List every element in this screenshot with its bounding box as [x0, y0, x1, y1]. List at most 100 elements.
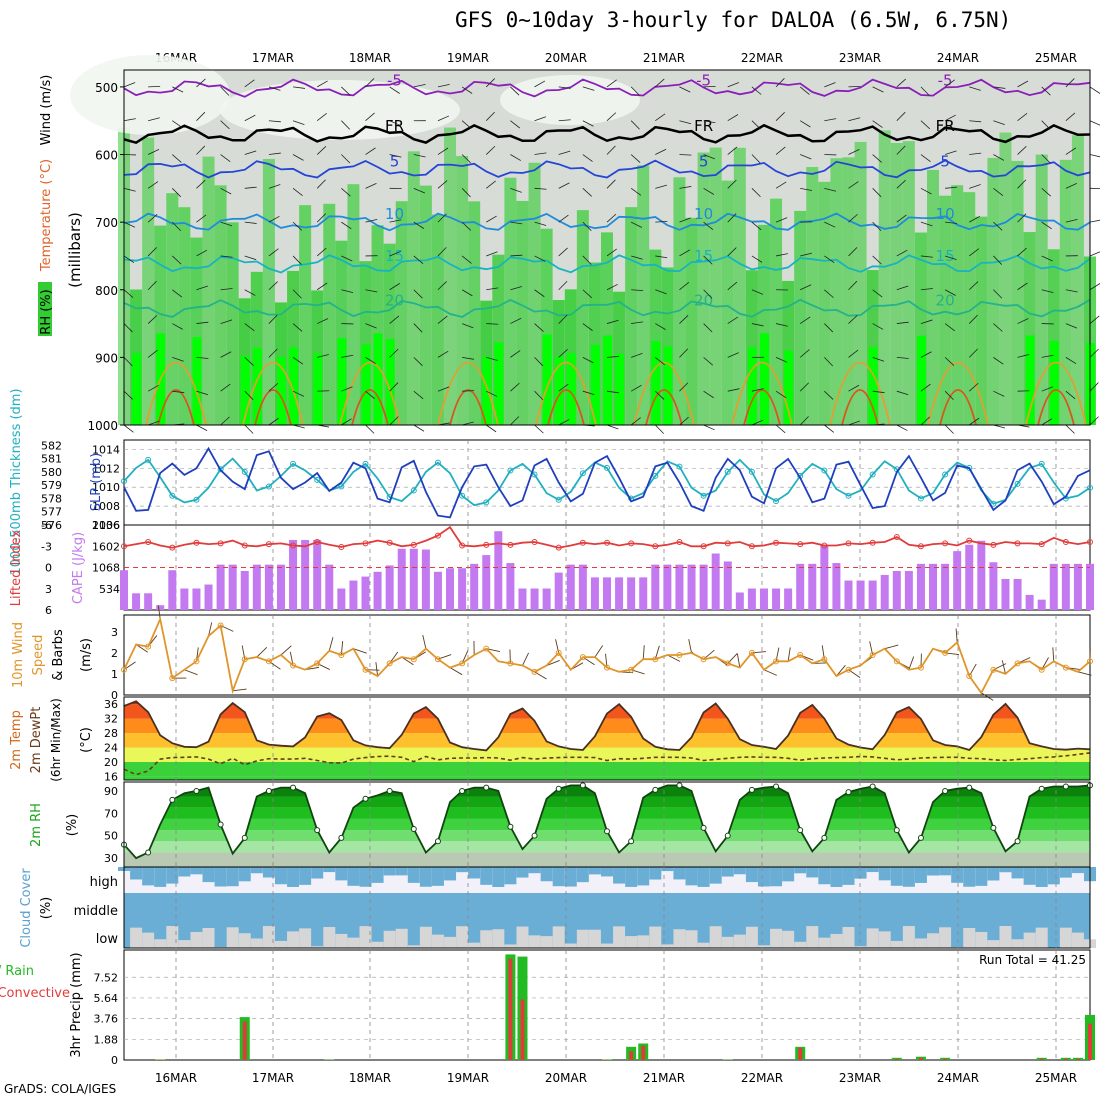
li-line-marker — [483, 541, 490, 548]
wind-barb — [969, 215, 980, 223]
thickness-tick-label: 580 — [41, 466, 62, 479]
bottom-day-label: 23MAR — [839, 1071, 881, 1085]
thickness-line-marker — [314, 476, 321, 483]
thickness-line — [123, 457, 1091, 507]
isotherm-label: FR — [385, 117, 404, 135]
cloud-low-gap — [262, 926, 275, 948]
thickness-line-marker — [821, 467, 828, 474]
wind-barb — [437, 83, 450, 88]
bottom-day-label: 22MAR — [741, 1071, 783, 1085]
chart-title: GFS 0~10day 3-hourly for DALOA (6.5W, 6.… — [455, 8, 1012, 32]
wind-barb — [510, 254, 523, 257]
wind-barb — [824, 118, 837, 122]
rh-band — [124, 841, 1090, 853]
rh-line-marker — [555, 785, 562, 792]
li-tick-label: 0 — [45, 562, 52, 575]
rh-legend-swatch — [38, 282, 52, 336]
cloud-high-bar — [274, 867, 287, 885]
wind-barb — [389, 250, 401, 257]
rh-high-cell — [192, 337, 202, 425]
wind-barb — [896, 321, 909, 324]
wind-barb — [220, 255, 233, 258]
cloud-low-gap — [431, 934, 444, 948]
wind-barb — [184, 669, 198, 676]
wind-barb — [196, 321, 209, 324]
dewpoint-line — [123, 752, 1091, 776]
wind-barb — [872, 154, 882, 163]
rh-line-marker — [386, 787, 393, 794]
cloud-low-gap — [588, 929, 601, 948]
wind-barb — [462, 390, 475, 392]
isotherm-label: 20 — [385, 292, 404, 310]
cape-bar — [192, 588, 201, 610]
thickness-line-marker — [265, 483, 272, 490]
wind-barb — [872, 390, 885, 394]
thickness-line-marker — [1014, 480, 1021, 487]
wind-barb — [896, 356, 909, 359]
cloud-high-bar — [637, 867, 650, 886]
wind-speed-line-marker — [459, 660, 466, 667]
wind-speed-line-marker — [579, 654, 586, 661]
cloud-low-gap — [914, 938, 927, 948]
wind-ylabel-1: 10m Wind — [11, 622, 26, 688]
wind-barb — [172, 120, 183, 128]
precip-legend-total: Total / Rain — [0, 964, 34, 979]
rh-column — [1059, 159, 1072, 425]
cloud-high-bar — [528, 867, 541, 874]
wind-barb — [993, 390, 1005, 397]
warm-contour — [829, 361, 891, 426]
wind-barb — [655, 221, 668, 223]
wind-barb — [461, 86, 473, 94]
wind-barb — [268, 348, 278, 358]
wind-barb — [1041, 188, 1052, 197]
wind-barb — [244, 79, 255, 88]
wind-barb — [389, 348, 399, 358]
rh-line-marker — [1038, 785, 1045, 792]
cloud-high-bar — [311, 867, 324, 879]
wind-barb — [461, 154, 471, 164]
wind-barb — [606, 424, 619, 430]
wind-barb — [534, 424, 544, 434]
rh-line-marker — [193, 787, 200, 794]
wind-barb — [365, 78, 375, 88]
cloud-high-bar — [516, 867, 529, 878]
wind-barb — [461, 323, 474, 329]
rh-line-marker — [869, 783, 876, 790]
wind-barb — [292, 424, 305, 429]
rh-line-marker — [1062, 783, 1069, 790]
thickness-line-marker — [869, 471, 876, 478]
wind-barb — [389, 416, 399, 426]
rh-line-marker — [724, 832, 731, 839]
thickness-line-marker — [121, 478, 127, 485]
rh-line-marker — [652, 786, 659, 793]
thickness-line-marker — [748, 468, 755, 475]
pressure-tick-label: 1000 — [87, 419, 118, 433]
rh-band — [124, 830, 1090, 842]
wind-barb — [944, 357, 955, 366]
precip-conv-bar — [520, 999, 525, 1060]
cape-bar — [530, 588, 539, 610]
cloud-high-bar — [552, 867, 565, 887]
top-day-label: 22MAR — [741, 51, 783, 65]
cape-bar — [687, 564, 696, 610]
wind-barb — [920, 416, 931, 426]
slp-tick-label: 1006 — [92, 519, 120, 532]
wind-barb — [510, 317, 522, 324]
cloud-high-bar — [492, 867, 505, 887]
wind-speed-line-marker — [990, 666, 997, 673]
wind-barb — [147, 315, 158, 324]
cape-bar — [132, 593, 141, 610]
wind-barb — [968, 281, 979, 291]
wind-barb — [220, 288, 233, 291]
wind-barb — [244, 221, 257, 224]
isotherm-label: 10 — [936, 205, 955, 223]
wind-barb — [534, 255, 546, 262]
wind-barb — [147, 349, 158, 358]
cloud-low-gap — [685, 930, 698, 948]
cape-bar — [421, 549, 430, 610]
wind-speed-line-marker — [1087, 658, 1093, 665]
rh-line-marker — [797, 827, 804, 834]
wind-speed-line-marker — [169, 675, 176, 682]
top-day-label: 19MAR — [447, 51, 489, 65]
wind-barb — [365, 323, 377, 329]
